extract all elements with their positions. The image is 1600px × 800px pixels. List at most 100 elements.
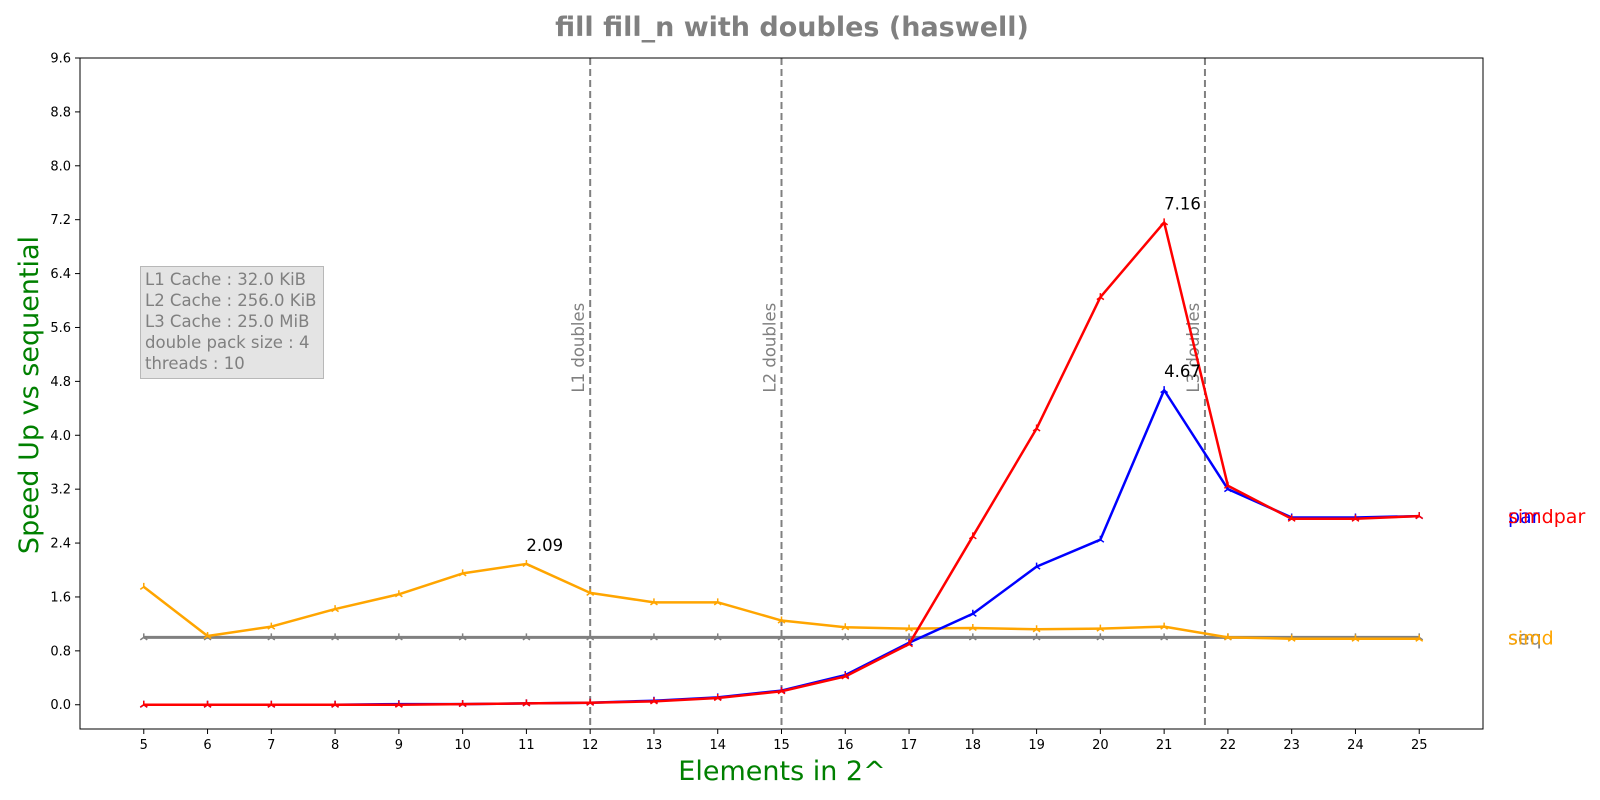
data-point-simd [968,623,977,632]
data-point-simd [1287,634,1296,642]
series-end-label-simdpar: simdpar [1508,506,1585,528]
data-point-simd [905,624,913,632]
data-point-simdpar [331,700,340,708]
y-tick-label: 8.8 [50,105,71,120]
data-point-seq [968,633,977,641]
y-tick-label: 4.0 [50,429,71,444]
data-point-simdpar [968,532,977,540]
x-tick-label: 9 [395,738,403,753]
data-point-simdpar [650,697,658,705]
y-tick-label: 5.6 [50,321,71,336]
info-l3-cache: L3 Cache : 25.0 MiB [145,312,310,331]
x-tick-label: 10 [454,738,471,753]
data-point-simd [458,569,467,577]
x-tick-label: 23 [1283,738,1300,753]
data-point-simdpar [1096,293,1105,301]
x-tick-label: 24 [1347,738,1364,753]
data-point-simd [841,623,850,631]
x-tick-label: 8 [331,738,339,753]
data-point-simd [713,598,722,606]
data-point-simd [522,559,531,568]
data-point-simdpar [905,640,913,648]
y-tick-label: 1.6 [50,590,71,605]
chart-title: fill fill_n with doubles (haswell) [555,12,1029,43]
data-point-seq [267,633,276,641]
data-point-simdpar [1160,218,1169,226]
cache-boundary-label: L2 doubles [761,303,780,393]
y-tick-label: 0.8 [50,644,71,659]
data-point-simd [1160,622,1169,630]
data-point-par [968,609,977,617]
data-point-seq [841,633,850,641]
data-point-simdpar [458,700,467,708]
data-point-par [1032,562,1041,570]
y-tick-label: 2.4 [50,537,71,552]
x-tick-label: 12 [582,738,599,753]
x-tick-label: 17 [901,738,918,753]
data-point-simd [777,616,786,624]
data-point-par [1096,535,1105,543]
series-end-label-seq: seq [1508,627,1542,649]
info-pack-size: double pack size : 4 [145,333,310,352]
y-tick-label: 4.8 [50,375,71,390]
data-point-simdpar [1287,514,1296,522]
data-point-simd [650,598,658,606]
data-point-simd [1223,633,1232,641]
data-point-simdpar [203,700,212,708]
data-point-simdpar [586,698,595,706]
data-point-simd [394,590,403,598]
data-point-seq [331,633,340,641]
data-point-seq [139,633,148,641]
data-point-simd [203,632,212,640]
data-point-simd [1351,634,1360,642]
data-point-simd [139,582,148,590]
data-point-simdpar [777,687,786,695]
data-point-seq [650,633,658,641]
y-axis-label: Speed Up vs sequential [14,236,45,554]
data-point-seq [586,633,595,641]
x-tick-label: 14 [709,738,726,753]
x-tick-label: 20 [1092,738,1109,753]
data-point-simdpar [1032,424,1041,432]
peak-value-label: 4.67 [1164,362,1201,381]
data-point-simd [586,588,595,597]
plot-frame [79,57,1484,730]
x-tick-label: 22 [1220,738,1237,753]
x-tick-label: 13 [646,738,663,753]
x-tick-label: 15 [773,738,790,753]
data-point-seq [777,633,786,641]
data-point-simd [1032,625,1041,633]
data-point-simd [267,622,276,630]
y-tick-label: 7.2 [50,213,71,228]
data-point-simdpar [1351,514,1360,522]
series-end-label-simd: simd [1508,627,1554,649]
x-tick-label: 7 [267,738,275,753]
data-point-simdpar [522,699,531,707]
peak-value-label: 2.09 [526,536,563,555]
data-point-simdpar [1223,481,1232,489]
y-tick-label: 6.4 [50,267,71,282]
data-point-seq [458,633,467,641]
data-point-seq [1160,633,1169,641]
data-point-simdpar [1415,512,1424,520]
data-point-simdpar [267,700,276,708]
peak-value-label: 7.16 [1164,194,1201,213]
x-tick-label: 11 [518,738,535,753]
x-axis-label: Elements in 2^ [678,756,885,787]
data-point-seq [1096,633,1105,641]
data-point-simdpar [139,700,148,708]
data-point-seq [394,633,403,641]
data-point-seq [713,633,722,641]
data-point-par [1160,386,1169,394]
data-point-seq [1032,633,1041,641]
data-point-simd [331,605,340,613]
cache-boundary-label: L1 doubles [569,303,588,393]
data-point-simd [1415,634,1424,642]
x-tick-label: 25 [1411,738,1428,753]
series-end-label-par: par [1508,506,1540,528]
data-point-simdpar [713,694,722,702]
y-tick-label: 9.6 [50,52,71,67]
y-tick-label: 3.2 [50,483,71,498]
data-point-simdpar [841,672,850,680]
